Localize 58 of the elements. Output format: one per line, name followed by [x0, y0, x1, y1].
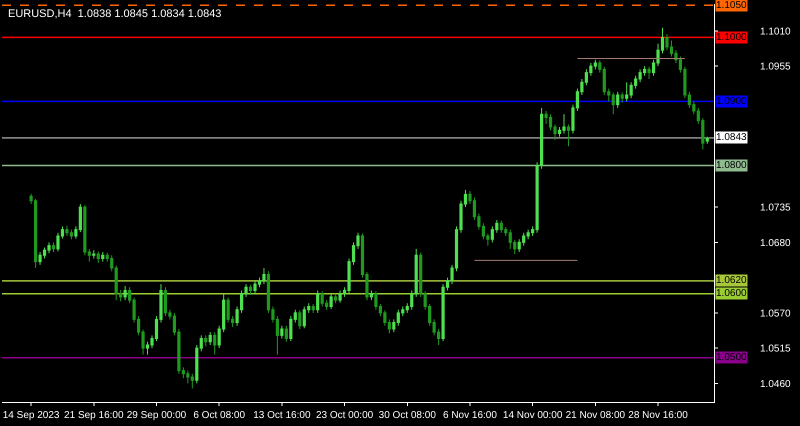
- candlestick: [253, 280, 257, 294]
- x-tick-label: 21 Sep 16:00: [64, 410, 124, 421]
- ref-line-label: 1.0843: [716, 132, 748, 143]
- candlestick: [330, 293, 333, 310]
- candlestick: [706, 136, 709, 144]
- x-tick-label: 23 Oct 00:00: [316, 410, 374, 421]
- x-tick-label: 29 Sep 00:00: [126, 410, 187, 421]
- y-tick-label: 1.0680: [760, 238, 792, 249]
- candlestick: [101, 252, 104, 262]
- candlestick: [312, 303, 315, 314]
- candlestick: [96, 250, 100, 264]
- candlestick: [124, 286, 127, 301]
- candlestick: [65, 225, 69, 237]
- y-tick-label: 1.0570: [760, 308, 792, 320]
- x-tick-label: 14 Sep 2023: [2, 410, 60, 421]
- candlestick: [208, 332, 212, 346]
- y-tick-label: 1.0460: [760, 378, 792, 390]
- y-tick-label: 1.0955: [760, 62, 792, 73]
- y-tick-label: 1.1010: [760, 26, 792, 38]
- candlestick: [298, 310, 302, 330]
- chart-title: EURUSD,H4 1.0838 1.0845 1.0834 1.0843: [8, 8, 222, 20]
- candlestick: [38, 252, 42, 266]
- candlestick: [213, 332, 216, 356]
- ref-line-label: 1.1000: [716, 32, 748, 43]
- x-tick-label: 14 Nov 00:00: [502, 410, 563, 421]
- candlestick: [280, 325, 284, 340]
- candlestick: [262, 268, 266, 285]
- x-tick-label: 28 Nov 16:00: [628, 410, 688, 421]
- candlestick: [647, 66, 651, 80]
- candlestick: [248, 284, 252, 296]
- candlestick: [316, 290, 320, 314]
- x-tick-label: 6 Nov 16:00: [442, 410, 498, 421]
- candlestick: [566, 124, 570, 147]
- x-tick-label: 30 Oct 08:00: [378, 410, 436, 421]
- candlestick: [562, 114, 566, 134]
- candlestick: [334, 293, 338, 304]
- candlestick: [164, 286, 168, 317]
- ref-line-label: 1.0620: [716, 275, 748, 286]
- x-tick-label: 6 Oct 08:00: [193, 410, 246, 421]
- candlestick: [204, 334, 208, 347]
- candlestick: [92, 250, 96, 259]
- x-tick-label: 21 Nov 08:00: [566, 410, 626, 421]
- candlestick: [70, 229, 74, 240]
- candlestick: [284, 325, 288, 342]
- y-tick-label: 1.0515: [760, 344, 792, 355]
- x-tick-label: 13 Oct 16:00: [253, 410, 311, 421]
- candlestick: [616, 91, 620, 108]
- ref-line-label: 1.1050: [716, 0, 748, 11]
- ref-line-label: 1.0900: [716, 96, 748, 107]
- ref-line-label: 1.0500: [716, 352, 748, 363]
- candlestick: [338, 290, 342, 304]
- y-tick-label: 1.0735: [760, 202, 792, 214]
- ref-line-label: 1.0600: [716, 288, 748, 299]
- candlestick: [52, 242, 56, 253]
- ref-line-label: 1.0800: [716, 160, 748, 171]
- candlestick: [370, 290, 374, 301]
- candlestick: [226, 297, 230, 324]
- candlestick: [620, 92, 624, 104]
